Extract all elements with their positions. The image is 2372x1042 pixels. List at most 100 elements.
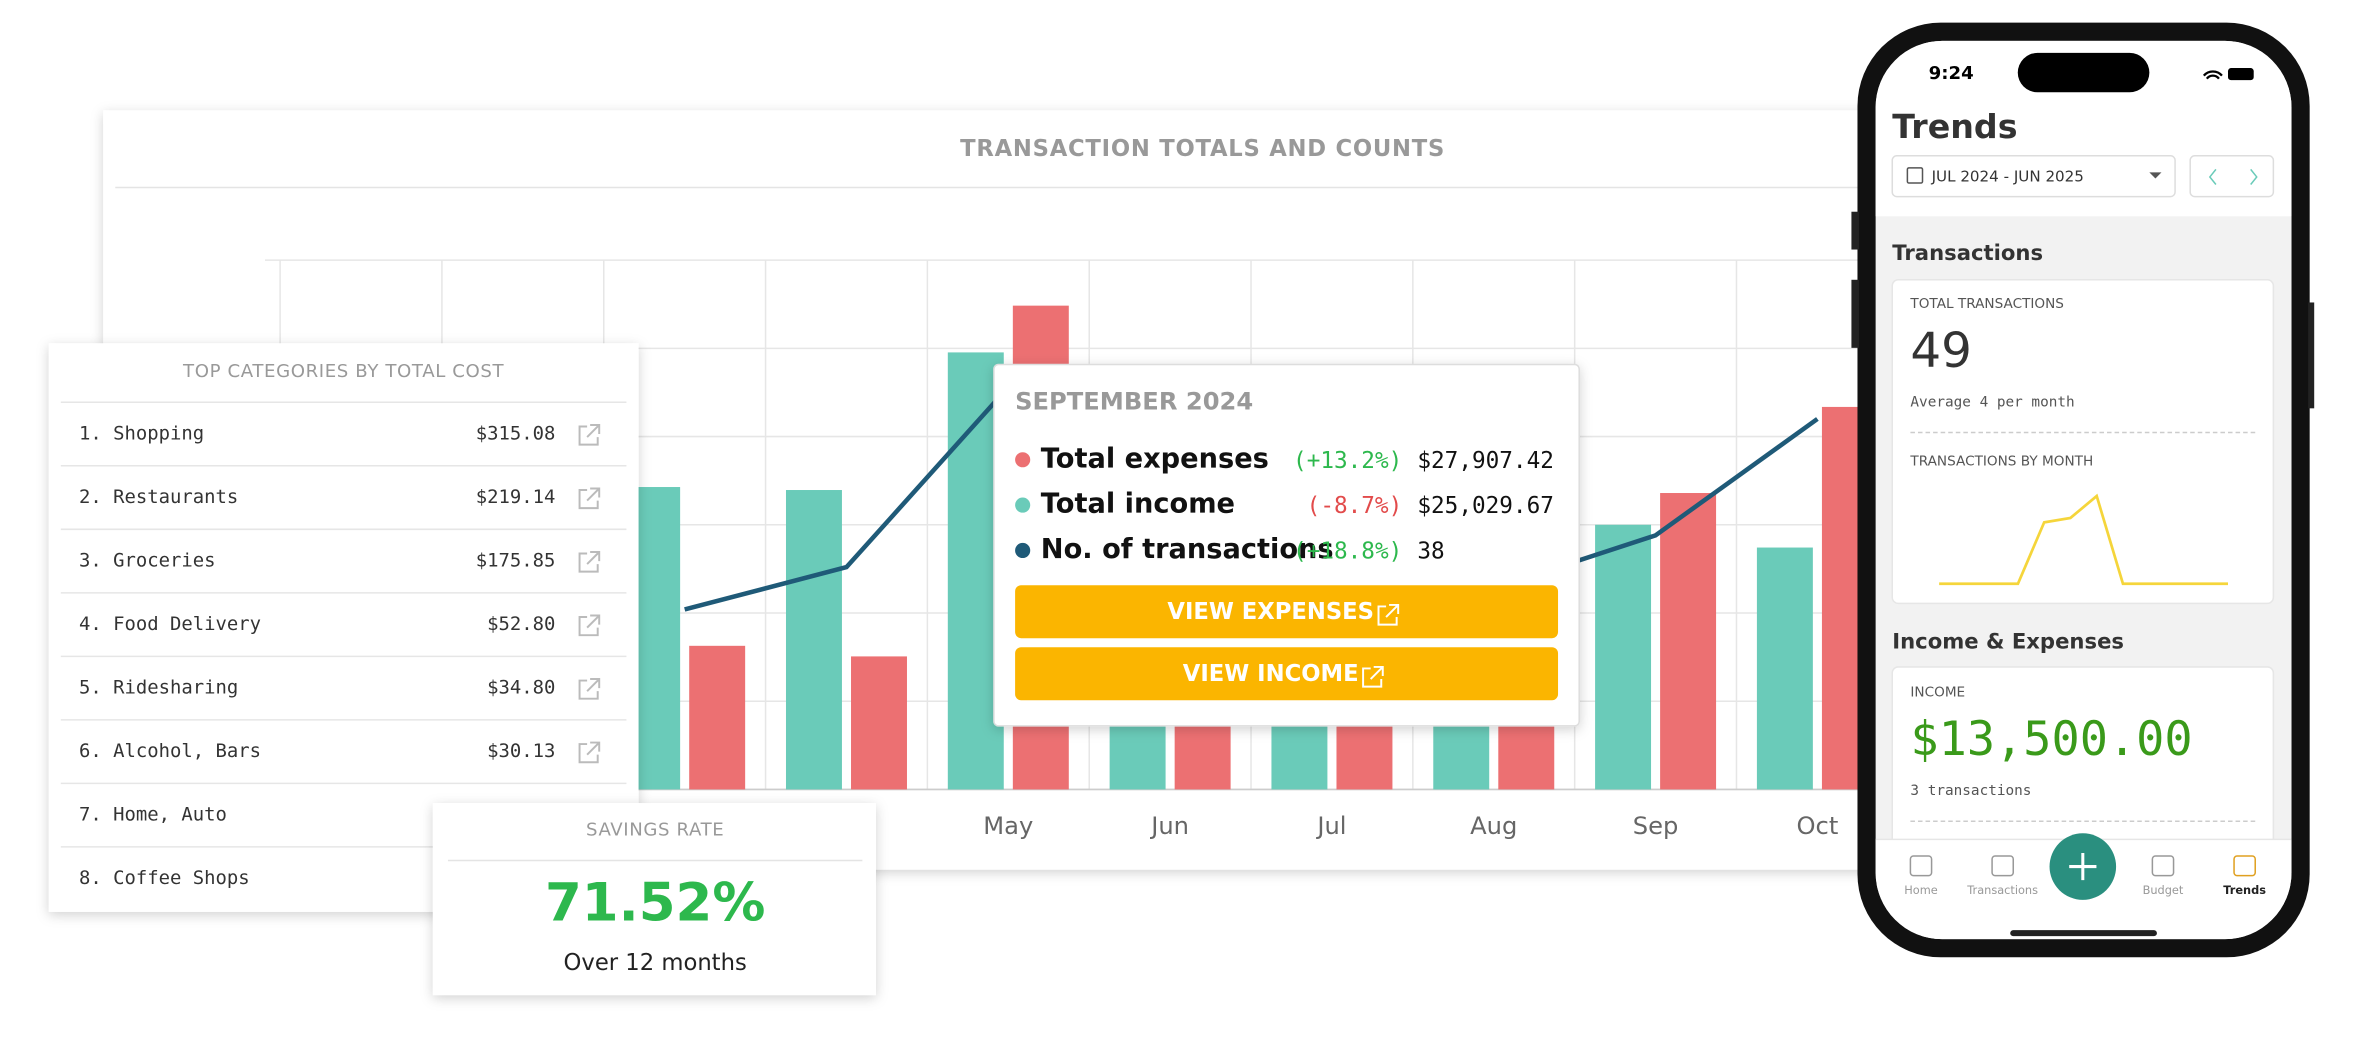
income-amount: $13,500.00 bbox=[1910, 712, 2192, 767]
category-amount: $175.85 bbox=[476, 550, 556, 572]
category-amount: $219.14 bbox=[476, 486, 556, 508]
caret bbox=[2149, 172, 2162, 179]
nav-buttons bbox=[2189, 155, 2275, 198]
x-tick-label: Sep bbox=[1633, 812, 1679, 840]
view-button[interactable]: VIEW INCOME bbox=[1015, 647, 1559, 701]
x-tick-label: Aug bbox=[1470, 812, 1517, 840]
tab-icon[interactable] bbox=[1991, 855, 2015, 877]
row-label: Total expenses bbox=[1041, 443, 1269, 474]
button-bg[interactable] bbox=[1015, 647, 1559, 701]
tab-icon[interactable] bbox=[1909, 855, 1933, 877]
prev-button[interactable] bbox=[2208, 168, 2217, 185]
savings-card: SAVINGS RATE 71.52% Over 12 months bbox=[432, 803, 876, 996]
category-amount: $34.80 bbox=[487, 677, 555, 699]
link-icon[interactable] bbox=[1362, 665, 1384, 688]
bar bbox=[1595, 524, 1652, 790]
tab[interactable]: Home bbox=[1904, 855, 1938, 897]
plus-icon bbox=[2069, 852, 2097, 881]
date-range: JUL 2024 - JUN 2025 bbox=[1931, 167, 2084, 185]
button bbox=[1851, 279, 1859, 348]
button bbox=[1851, 211, 1859, 250]
legend-dot bbox=[1015, 497, 1031, 513]
category-label: 3. Groceries bbox=[79, 550, 215, 572]
tab-label[interactable]: Home bbox=[1904, 883, 1937, 897]
wifi-icon bbox=[2202, 70, 2223, 80]
tab-label[interactable]: Transactions bbox=[1966, 883, 2038, 897]
card bbox=[1891, 279, 2275, 605]
card bbox=[432, 803, 876, 996]
link-icon[interactable] bbox=[578, 487, 601, 510]
link-icon[interactable] bbox=[578, 551, 601, 573]
total-transactions: 49 bbox=[1910, 323, 1972, 379]
view-button[interactable]: VIEW EXPENSES bbox=[1015, 585, 1559, 639]
row-label: Total income bbox=[1041, 489, 1235, 520]
bar bbox=[1660, 493, 1717, 790]
savings-title: SAVINGS RATE bbox=[586, 819, 724, 840]
tab-icon[interactable] bbox=[2233, 855, 2256, 877]
tab[interactable]: Trends bbox=[2223, 855, 2266, 897]
tab-label[interactable]: Budget bbox=[2143, 883, 2184, 897]
section-heading: Transactions bbox=[1892, 240, 2043, 265]
legend-dot bbox=[1015, 452, 1031, 468]
average: Average 4 per month bbox=[1910, 394, 2074, 410]
link-icon[interactable] bbox=[578, 741, 601, 764]
link-icon[interactable] bbox=[578, 423, 601, 446]
panel-title: TOP CATEGORIES BY TOTAL COST bbox=[182, 361, 504, 382]
home-indicator bbox=[2010, 930, 2157, 937]
x-tick-label: Jul bbox=[1315, 812, 1346, 840]
row-value: $27,907.42 bbox=[1417, 448, 1554, 474]
tab[interactable]: Transactions bbox=[1966, 855, 2038, 897]
income-count: 3 transactions bbox=[1910, 783, 2031, 799]
savings-subtitle: Over 12 months bbox=[564, 950, 747, 976]
card-label: TOTAL TRANSACTIONS bbox=[1909, 296, 2064, 312]
sparkline-line bbox=[1939, 493, 2228, 586]
battery-icon bbox=[2228, 68, 2254, 81]
phone: 9:24 Trends JUL 2024 - JUN 2025 Transact… bbox=[1851, 22, 2315, 958]
row-label: No. of transactions bbox=[1041, 534, 1334, 565]
bar bbox=[851, 656, 907, 790]
status-time: 9:24 bbox=[1929, 63, 1974, 84]
section-heading: Income & Expenses bbox=[1892, 629, 2124, 654]
row-change: (+18.8%) bbox=[1293, 539, 1402, 565]
tabs: Home Transactions Budget Trends bbox=[1904, 855, 2266, 897]
sparkline bbox=[1939, 493, 2228, 586]
button-label[interactable]: VIEW EXPENSES bbox=[1167, 599, 1374, 625]
x-tick-label: May bbox=[983, 812, 1033, 840]
bar bbox=[1756, 547, 1813, 790]
tooltip: SEPTEMBER 2024 Total expenses (+13.2%) $27… bbox=[993, 363, 1580, 727]
row-value: 38 bbox=[1417, 539, 1444, 565]
category-label: 6. Alcohol, Bars bbox=[79, 740, 261, 762]
row-change: (+13.2%) bbox=[1293, 448, 1402, 474]
legend-dot bbox=[1015, 542, 1031, 559]
next-button[interactable] bbox=[2250, 168, 2258, 185]
savings-value: 71.52% bbox=[545, 873, 765, 934]
category-amount: $30.13 bbox=[487, 740, 555, 762]
category-label: 5. Ridesharing bbox=[79, 677, 238, 699]
x-tick-label: Oct bbox=[1796, 812, 1838, 840]
category-label: 7. Home, Auto bbox=[79, 804, 227, 826]
button-label[interactable]: VIEW INCOME bbox=[1183, 661, 1359, 687]
link-icon[interactable] bbox=[578, 614, 601, 637]
tab-icon[interactable] bbox=[2151, 855, 2175, 877]
category-label: 4. Food Delivery bbox=[79, 613, 261, 635]
link-icon[interactable] bbox=[578, 678, 601, 700]
category-label: 1. Shopping bbox=[79, 423, 204, 445]
card-label: INCOME bbox=[1910, 685, 1965, 701]
screen-title: Trends bbox=[1892, 107, 2017, 146]
row-value: $25,029.67 bbox=[1417, 493, 1554, 519]
card-label: TRANSACTIONS BY MONTH bbox=[1909, 453, 2093, 469]
category-label: 2. Restaurants bbox=[79, 486, 238, 508]
tab-label[interactable]: Trends bbox=[2223, 883, 2266, 897]
date-range-select[interactable]: JUL 2024 - JUN 2025 bbox=[1891, 155, 2176, 198]
row-change: (-8.7%) bbox=[1307, 493, 1403, 519]
category-label: 8. Coffee Shops bbox=[79, 867, 250, 889]
button-bg[interactable] bbox=[1015, 585, 1559, 639]
link-icon[interactable] bbox=[1377, 603, 1400, 626]
select-box[interactable] bbox=[1891, 155, 2176, 198]
button bbox=[2308, 302, 2315, 409]
line bbox=[684, 385, 1010, 612]
tab[interactable]: Budget bbox=[2143, 855, 2184, 897]
bar bbox=[689, 645, 746, 790]
